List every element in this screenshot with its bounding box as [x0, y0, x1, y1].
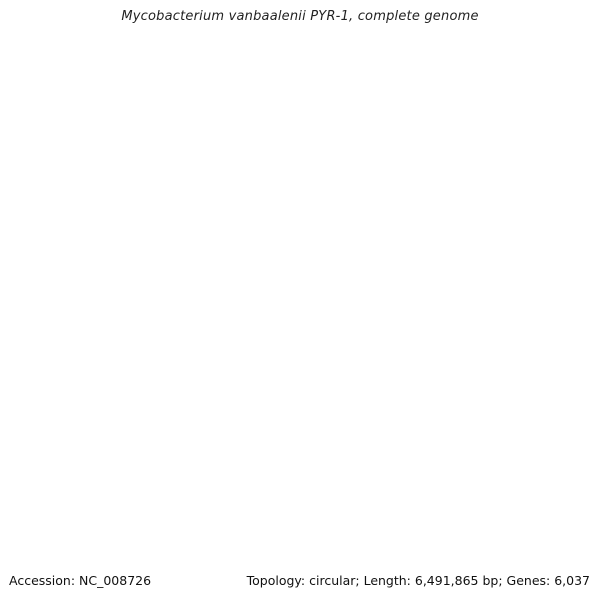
map-title: Mycobacterium vanbaalenii PYR-1, complet…: [121, 9, 479, 24]
genome-stats: Topology: circular; Length: 6,491,865 bp…: [246, 573, 590, 588]
accession-label: Accession: NC_008726: [9, 573, 152, 588]
